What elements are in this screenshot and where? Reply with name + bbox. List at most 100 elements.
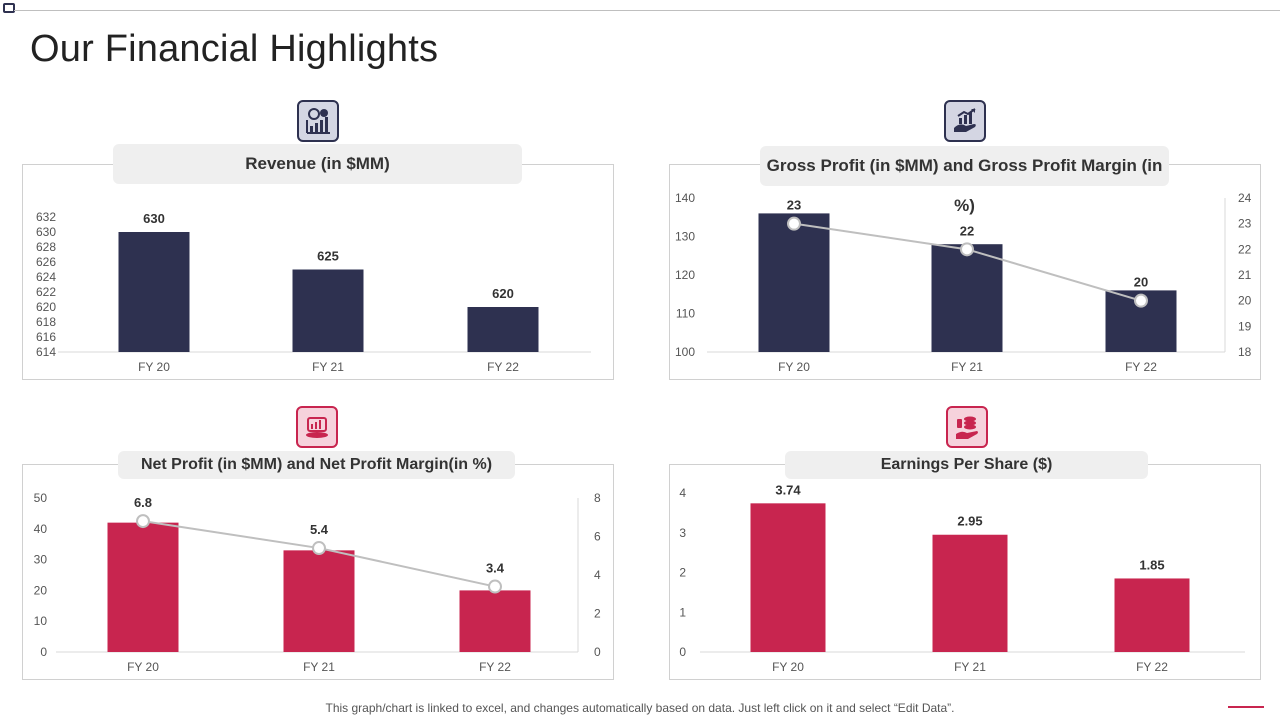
revenue-chart-title: Revenue (in $MM) (113, 144, 522, 184)
y-tick-label: 130 (675, 230, 695, 244)
eps-chart[interactable]: 0 1 2 3 4 FY 20 3.74 FY 21 2.95 FY 22 1.85 (670, 465, 1262, 681)
y-tick-label: 630 (36, 225, 56, 239)
y-tick-label: 10 (34, 614, 48, 628)
x-tick-label: FY 21 (951, 360, 983, 374)
bar (931, 244, 1003, 352)
eps-chart-panel[interactable]: 0 1 2 3 4 FY 20 3.74 FY 21 2.95 FY 22 1.85 (669, 464, 1261, 680)
data-label: 625 (317, 249, 339, 264)
y-tick-label: 30 (34, 553, 48, 567)
y-tick-label: 628 (36, 240, 56, 254)
data-label: 23 (787, 198, 801, 213)
y2-tick-label: 6 (594, 530, 601, 544)
y-tick-label: 110 (676, 307, 695, 321)
x-tick-label: FY 21 (954, 660, 986, 674)
data-label: 6.8 (134, 495, 152, 510)
gross-profit-chart[interactable]: 100 110 120 130 140 FY 20 FY 21 FY 22 18 19 20 21 22… (670, 165, 1262, 381)
x-tick-label: FY 22 (1125, 360, 1157, 374)
y-tick-label: 40 (34, 522, 48, 536)
bar (750, 503, 826, 652)
y-tick-label: 120 (675, 268, 695, 282)
page-title: Our Financial Highlights (30, 28, 439, 70)
x-tick-label: FY 20 (772, 660, 804, 674)
x-tick-label: FY 20 (138, 360, 170, 374)
margin-point (787, 216, 801, 231)
net-profit-chart-title: Net Profit (in $MM) and Net Profit Margi… (118, 451, 515, 479)
x-tick-label: FY 21 (312, 360, 344, 374)
bar (1114, 578, 1190, 652)
x-tick-label: FY 22 (487, 360, 519, 374)
gross-profit-chart-title: Gross Profit (in $MM) and Gross Profit M… (760, 146, 1169, 215)
bar (118, 232, 190, 352)
gross-profit-chart-panel[interactable]: 100 110 120 130 140 FY 20 FY 21 FY 22 18 19 20 21 22… (669, 164, 1261, 380)
data-label: 3.4 (486, 561, 505, 576)
y-tick-label: 1 (679, 605, 686, 619)
y2-tick-label: 23 (1238, 217, 1252, 231)
margin-point (960, 242, 974, 257)
y2-tick-label: 0 (594, 645, 601, 659)
y2-tick-label: 21 (1238, 268, 1252, 282)
eps-chart-title: Earnings Per Share ($) (785, 451, 1148, 479)
x-tick-label: FY 22 (1136, 660, 1168, 674)
money-chart-icon (296, 406, 338, 448)
margin-point (1134, 293, 1148, 308)
y2-tick-label: 22 (1238, 242, 1252, 256)
net-profit-chart-panel[interactable]: 0 10 20 30 40 50 FY 20 FY 21 FY 22 0 2 4 6 8 6.8 5.4 3.4 (22, 464, 614, 680)
top-divider (14, 10, 1280, 11)
revenue-chart-panel[interactable]: 614 616 618 620 622 624 626 628 630 632 FY 20 630 FY… (22, 164, 614, 380)
y-tick-label: 2 (679, 566, 686, 580)
y-tick-label: 20 (34, 583, 48, 597)
y-tick-label: 620 (36, 300, 56, 314)
y2-tick-label: 18 (1238, 345, 1252, 359)
x-tick-label: FY 22 (479, 660, 511, 674)
y-tick-label: 50 (34, 491, 48, 505)
y-tick-label: 616 (36, 330, 56, 344)
footer-note: This graph/chart is linked to excel, and… (325, 701, 955, 715)
y-tick-label: 0 (679, 645, 686, 659)
y2-tick-label: 19 (1238, 319, 1252, 333)
y-tick-label: 614 (36, 345, 56, 359)
y-tick-label: 618 (36, 315, 56, 329)
y2-tick-label: 2 (594, 607, 601, 621)
y-tick-label: 0 (40, 645, 47, 659)
data-label: 630 (143, 211, 165, 226)
bar (758, 213, 830, 352)
y2-tick-label: 4 (594, 568, 601, 582)
hand-growth-chart-icon (944, 100, 986, 142)
bar (467, 307, 539, 352)
bar (459, 590, 531, 652)
bar (107, 522, 179, 652)
margin-point (136, 514, 150, 529)
y-tick-label: 624 (36, 270, 56, 284)
x-tick-label: FY 20 (127, 660, 159, 674)
x-tick-label: FY 20 (778, 360, 810, 374)
y-tick-label: 622 (36, 285, 56, 299)
y-tick-label: 3 (679, 526, 686, 540)
y-tick-label: 632 (36, 210, 56, 224)
revenue-growth-icon (297, 100, 339, 142)
data-label: 5.4 (310, 522, 329, 537)
data-label: 20 (1134, 275, 1148, 290)
net-profit-chart[interactable]: 0 10 20 30 40 50 FY 20 FY 21 FY 22 0 2 4 6 8 6.8 5.4 3.4 (23, 465, 615, 681)
y2-tick-label: 20 (1238, 294, 1252, 308)
bar (283, 550, 355, 652)
data-label: 22 (960, 223, 974, 238)
y-tick-label: 4 (679, 486, 686, 500)
x-tick-label: FY 21 (303, 660, 335, 674)
coins-hand-icon (946, 406, 988, 448)
bar (292, 269, 364, 352)
y2-tick-label: 8 (594, 491, 601, 505)
data-label: 2.95 (957, 514, 982, 529)
data-label: 620 (492, 286, 514, 301)
y-tick-label: 626 (36, 255, 56, 269)
margin-point (312, 541, 326, 556)
data-label: 3.74 (775, 482, 801, 497)
y-tick-label: 100 (675, 345, 695, 359)
data-label: 1.85 (1139, 557, 1164, 572)
y-tick-label: 140 (675, 191, 695, 205)
y2-tick-label: 24 (1238, 191, 1252, 205)
bar (932, 534, 1008, 652)
margin-point (488, 579, 502, 594)
window-corner-icon (3, 3, 15, 13)
accent-line (1228, 706, 1264, 708)
